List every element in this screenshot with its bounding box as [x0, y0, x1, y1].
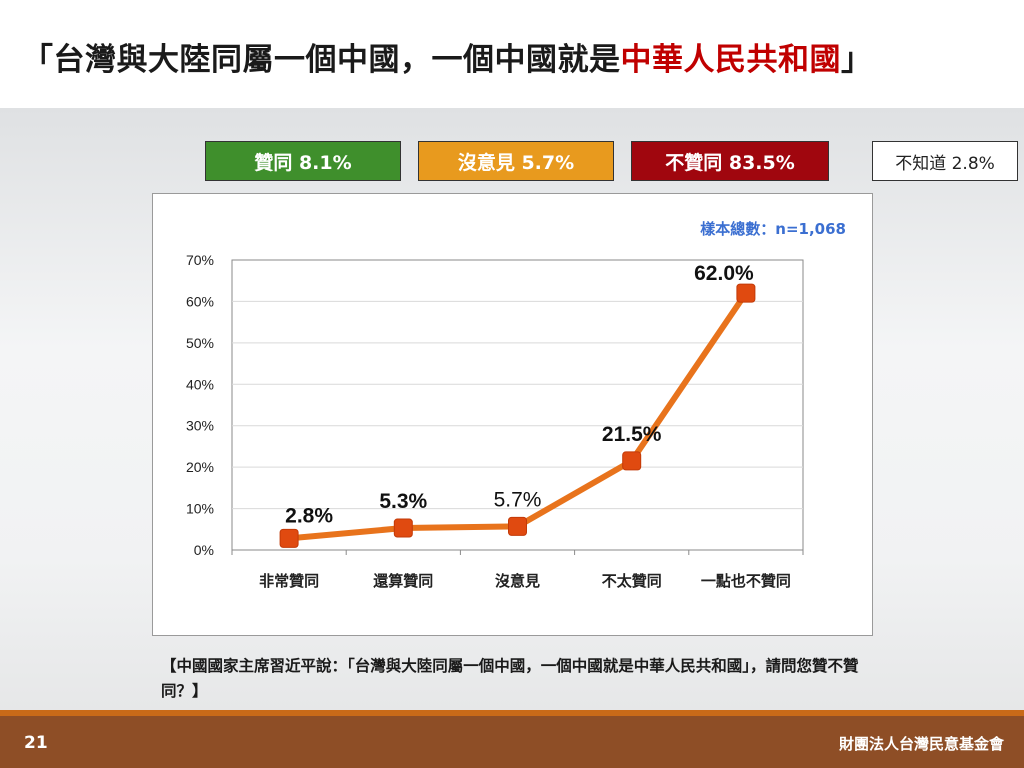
chart-panel: 樣本總數：n=1,068 0% 10% 20% 30% 40% 50% 60% 70% 非常贊同… — [152, 193, 873, 636]
slide-title: 「台灣與大陸同屬一個中國，一個中國就是中華人民共和國」 — [22, 34, 873, 79]
y-tick-label: 0% — [194, 542, 214, 558]
data-point — [736, 283, 756, 303]
data-point — [393, 518, 413, 538]
summary-neutral-box: 沒意見 5.7% — [418, 141, 614, 181]
y-tick-label: 30% — [186, 418, 214, 434]
plot-area — [231, 259, 804, 551]
x-tick-label: 非常贊同 — [259, 572, 319, 590]
data-label: 5.7% — [494, 488, 542, 511]
x-tick-label: 沒意見 — [495, 572, 540, 590]
summary-disagree-box: 不贊同 83.5% — [631, 141, 829, 181]
title-part-3: 」 — [841, 42, 873, 78]
data-label: 62.0% — [694, 262, 754, 285]
question-text: 【中國國家主席習近平說：「台灣與大陸同屬一個中國，一個中國就是中華人民共和國」，… — [161, 657, 859, 700]
sample-size-label: 樣本總數：n=1,068 — [700, 220, 846, 238]
page-number: 21 — [24, 733, 48, 753]
data-label: 2.8% — [285, 504, 333, 527]
x-tick-label: 還算贊同 — [373, 572, 433, 590]
y-tick-label: 20% — [186, 459, 214, 475]
data-point — [279, 528, 299, 548]
data-label: 5.3% — [379, 490, 427, 513]
title-bar: 「台灣與大陸同屬一個中國，一個中國就是中華人民共和國」 — [0, 0, 1024, 108]
y-tick-label: 70% — [186, 252, 214, 268]
footer-accent-line — [0, 710, 1024, 716]
x-tick-label: 一點也不贊同 — [701, 572, 791, 590]
y-tick-label: 60% — [186, 293, 214, 309]
summary-agree-box: 贊同 8.1% — [205, 141, 401, 181]
x-tick-label: 不太贊同 — [602, 572, 662, 590]
y-tick-label: 40% — [186, 376, 214, 392]
data-point — [508, 516, 527, 536]
organization-name: 財團法人台灣民意基金會 — [838, 735, 1004, 753]
summary-unknown-box: 不知道 2.8% — [872, 141, 1018, 181]
y-tick-label: 10% — [186, 501, 214, 517]
data-label: 21.5% — [602, 423, 662, 446]
data-point — [622, 451, 642, 471]
title-part-2: 中華人民共和國 — [620, 42, 841, 78]
line-chart: 0% 10% 20% 30% 40% 50% 60% 70% 非常贊同 還算贊同 沒意見 不太贊同 一點… — [186, 252, 804, 590]
footer-bar: 21 財團法人台灣民意基金會 — [0, 716, 1024, 768]
y-tick-label: 50% — [186, 335, 214, 351]
title-part-1: 「台灣與大陸同屬一個中國，一個中國就是 — [22, 42, 621, 78]
